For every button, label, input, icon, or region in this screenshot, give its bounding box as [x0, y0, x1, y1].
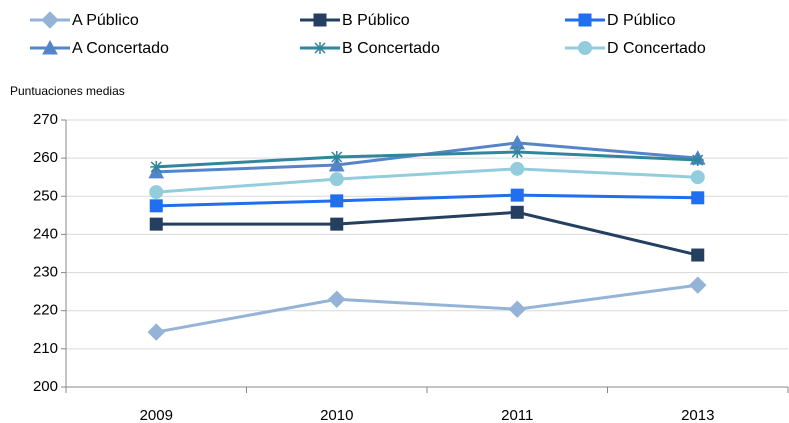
data-point	[691, 154, 704, 167]
data-point	[508, 300, 526, 318]
legend-label: A Público	[72, 12, 139, 29]
data-point	[511, 146, 524, 159]
legend-label: D Concertado	[607, 40, 706, 57]
data-point	[150, 160, 163, 173]
series-line	[156, 210, 699, 257]
y-tick-label: 260	[33, 149, 58, 166]
data-point	[149, 185, 164, 200]
data-point	[689, 276, 707, 294]
y-tick-label: 200	[33, 378, 58, 395]
data-point	[328, 156, 345, 172]
x-tick-label: 2009	[140, 407, 173, 423]
data-point	[147, 323, 165, 341]
data-point	[691, 191, 705, 205]
y-tick-label: 270	[33, 111, 58, 128]
x-tick-label: 2011	[501, 407, 533, 423]
series-line	[155, 283, 698, 334]
legend-label: B Público	[342, 12, 410, 29]
y-tick-label: 240	[33, 225, 58, 242]
data-point	[329, 172, 344, 187]
data-point	[149, 199, 163, 213]
y-axis-label: Puntuaciones medias	[10, 84, 125, 98]
data-point	[510, 205, 524, 219]
data-point	[691, 248, 705, 262]
data-point	[690, 170, 705, 185]
legend-label: B Concertado	[342, 40, 440, 57]
legend-marker	[41, 11, 59, 29]
series-line	[156, 193, 698, 208]
legend-marker	[313, 13, 327, 27]
data-point	[328, 290, 346, 308]
y-tick-label: 250	[33, 187, 58, 204]
y-tick-label: 210	[33, 340, 58, 357]
y-tick-label: 230	[33, 264, 58, 281]
x-tick-label: 2010	[320, 407, 353, 423]
legend-label: D Público	[607, 12, 676, 29]
data-point	[330, 217, 344, 231]
data-point	[510, 188, 524, 202]
data-point	[330, 150, 343, 163]
data-point	[510, 161, 525, 176]
series-line	[156, 150, 698, 169]
legend-marker	[578, 41, 592, 55]
y-tick-label: 220	[33, 302, 58, 319]
data-point	[330, 194, 344, 208]
legend-marker	[42, 39, 58, 55]
legend-marker	[314, 42, 326, 54]
series-line	[156, 167, 698, 194]
legend-marker	[578, 13, 592, 27]
data-point	[149, 217, 163, 231]
legend-label: A Concertado	[72, 40, 169, 57]
x-tick-label: 2013	[681, 407, 714, 423]
